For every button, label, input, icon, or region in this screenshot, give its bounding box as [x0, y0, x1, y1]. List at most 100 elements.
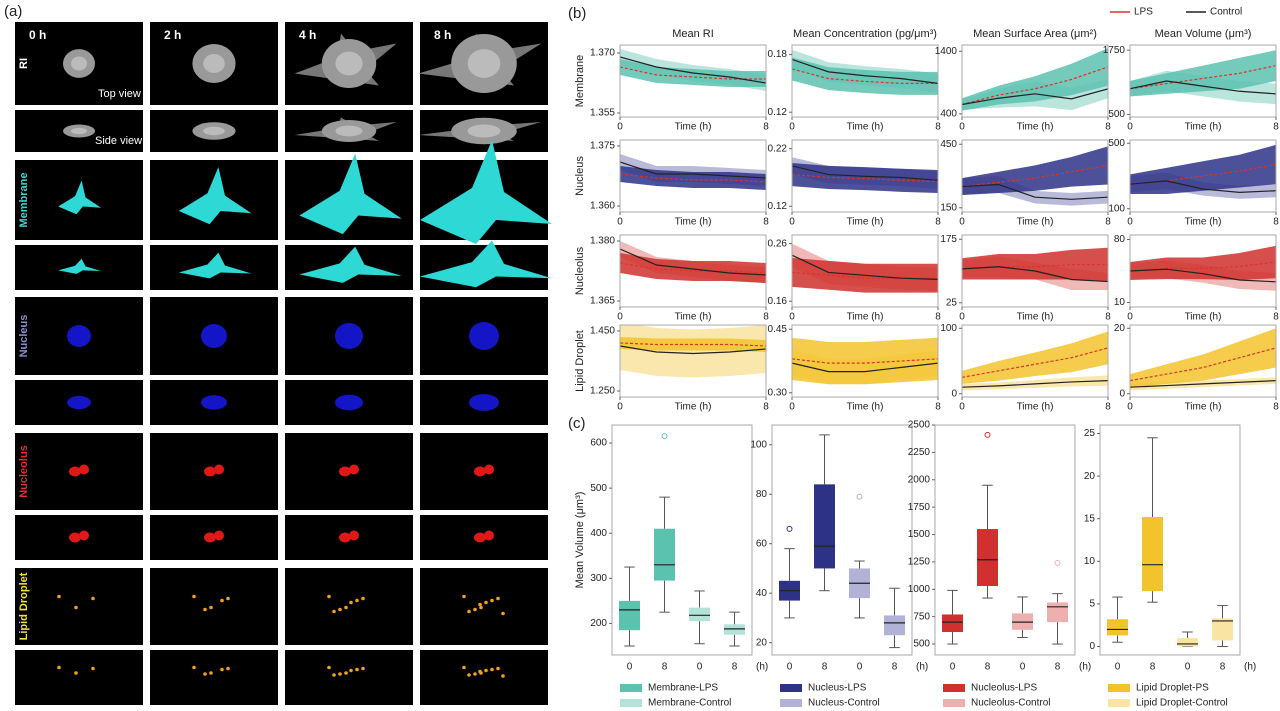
- lipid-droplet: [496, 666, 500, 671]
- band: [962, 375, 1108, 391]
- x-tick-label: 0: [789, 402, 795, 413]
- lipid-droplet: [203, 607, 207, 612]
- x-axis-label: Time (h): [1017, 122, 1054, 133]
- column-title: Mean Volume (μm³): [1155, 28, 1252, 40]
- y-tick-label: 1.250: [590, 386, 615, 397]
- lipid-droplet: [226, 596, 230, 601]
- y-tick-label: 1.450: [590, 326, 615, 337]
- lipid-droplet: [496, 596, 500, 601]
- x-tick-label: 0: [1127, 122, 1133, 133]
- x-tick-label: 8: [935, 312, 941, 323]
- band: [962, 247, 1108, 282]
- axes-frame: [961, 139, 1109, 213]
- x-tick-label: 8: [1105, 402, 1111, 413]
- y-tick-label: 15: [1084, 513, 1096, 524]
- membrane-shape: [299, 153, 402, 235]
- y-tick-label: 1.360: [590, 201, 615, 212]
- lipid-droplet: [91, 666, 95, 671]
- x-tick-label: 0: [857, 662, 863, 673]
- band: [620, 253, 766, 283]
- x-tick-label: 0: [617, 217, 623, 228]
- legend-label: LPS: [1134, 7, 1153, 18]
- x-axis-label: Time (h): [847, 217, 884, 228]
- y-tick-label: 1.370: [590, 48, 615, 59]
- legend-label: Nucleus-Control: [808, 698, 880, 709]
- x-tick-label: 8: [763, 402, 769, 413]
- nucleus-shape: [469, 322, 499, 350]
- band: [962, 331, 1108, 384]
- y-tick-label: 200: [590, 618, 607, 629]
- lipid-droplet: [57, 665, 61, 670]
- legend-swatch: [780, 699, 802, 707]
- x-axis-label: Time (h): [1017, 312, 1054, 323]
- membrane-shape: [178, 252, 252, 279]
- nucleus-shape: [335, 323, 363, 349]
- x-tick-label: 0: [617, 122, 623, 133]
- plot-area: [620, 154, 766, 190]
- x-tick-label: 8: [1273, 402, 1279, 413]
- y-tick-label: 1.375: [590, 141, 615, 152]
- x-axis-label: Time (h): [675, 122, 712, 133]
- y-tick-label: 175: [940, 234, 957, 245]
- plot-area: [620, 49, 766, 91]
- nucleolus-shape: [339, 466, 351, 477]
- y-tick-label: 1500: [908, 529, 931, 540]
- time-label: 2 h: [164, 28, 181, 42]
- lipid-droplet: [220, 598, 224, 603]
- line: [620, 56, 766, 84]
- x-tick-label: 8: [892, 662, 898, 673]
- line: [792, 358, 938, 364]
- legend-swatch: [943, 684, 965, 692]
- plot-area: [962, 247, 1108, 291]
- x-tick-label: 0: [959, 312, 965, 323]
- x-axis-label: Time (h): [1185, 217, 1222, 228]
- plot-area: [962, 48, 1108, 111]
- plot-area: [792, 337, 938, 385]
- band: [1130, 50, 1276, 97]
- legend-label: Nucleolus-Control: [971, 698, 1050, 709]
- nucleolus-shape: [349, 530, 359, 541]
- axes-frame: [961, 44, 1109, 118]
- cell-nucleus: [71, 127, 87, 135]
- line: [792, 254, 938, 280]
- cell-nucleus: [203, 126, 225, 136]
- y-axis-label: Mean Volume (μm³): [574, 492, 586, 589]
- image-tile: [285, 568, 413, 645]
- lipid-droplet: [220, 667, 224, 672]
- time-label: 8 h: [434, 28, 451, 42]
- y-tick-label: 150: [940, 202, 957, 213]
- annotation: Top view: [98, 88, 141, 100]
- cell-nucleus: [467, 49, 501, 78]
- image-tile: [150, 650, 278, 705]
- x-tick-label: 8: [935, 402, 941, 413]
- nucleolus-shape: [79, 530, 89, 541]
- legend-swatch: [1108, 699, 1130, 707]
- line: [1130, 80, 1276, 95]
- x-axis-label: Time (h): [847, 402, 884, 413]
- line: [792, 173, 938, 183]
- x-tick-label: 0: [1127, 312, 1133, 323]
- line: [962, 266, 1108, 283]
- legend-label: Membrane-LPS: [648, 683, 718, 694]
- nucleus-shape: [67, 395, 91, 410]
- plot-area: [1130, 144, 1276, 199]
- y-tick-label: 2000: [908, 474, 931, 485]
- lipid-droplet: [479, 605, 483, 610]
- axes-frame: [1129, 234, 1277, 308]
- legend-label: Nucleus-LPS: [808, 683, 867, 694]
- legend-label: Control: [1210, 7, 1242, 18]
- y-tick-label: 0.16: [768, 296, 788, 307]
- x-tick-label: 0: [617, 402, 623, 413]
- lipid-droplet: [490, 667, 494, 672]
- lipid-droplet: [501, 611, 505, 616]
- plot-area: [792, 157, 938, 193]
- outlier: [856, 493, 863, 500]
- outlier: [984, 431, 991, 438]
- legend-swatch: [1108, 684, 1130, 692]
- image-tile: [420, 568, 548, 645]
- nucleolus-shape: [204, 466, 216, 477]
- lipid-droplet: [192, 594, 196, 599]
- line: [792, 165, 938, 181]
- line: [1130, 268, 1276, 283]
- band: [620, 325, 766, 378]
